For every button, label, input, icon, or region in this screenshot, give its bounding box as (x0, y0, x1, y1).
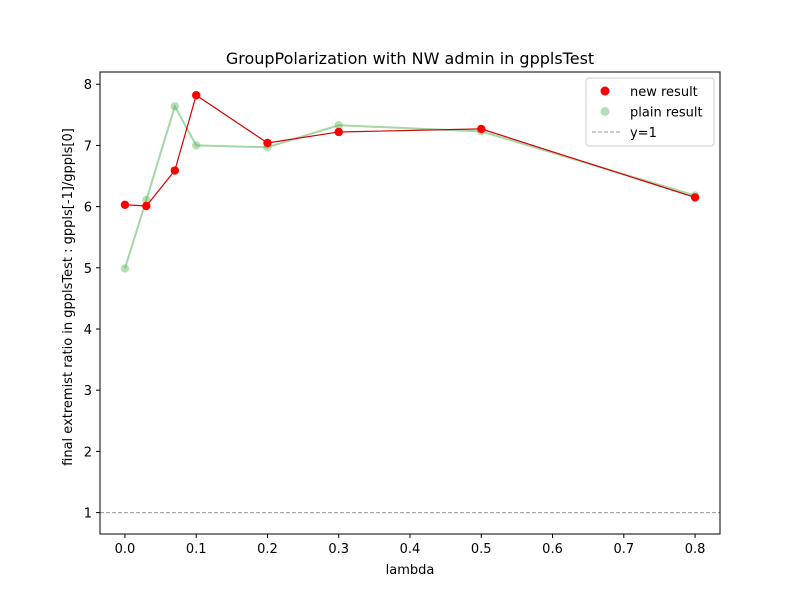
y-tick-label: 2 (84, 445, 92, 460)
new-result-point (170, 166, 180, 175)
y-tick-label: 7 (84, 139, 92, 154)
y-axis-label: final extremist ratio in gpplsTest : gpp… (61, 128, 76, 466)
chart-title: GroupPolarization with NW admin in gppls… (226, 49, 594, 68)
plain-result-point (120, 264, 130, 273)
y-tick-label: 3 (84, 384, 92, 399)
plot-area: 0.0 0.1 0.2 0.3 0.4 0.5 0.6 0.7 0.8 1 2 3 4 5 6 7 8 (84, 71, 721, 557)
x-tick-label: 0.2 (257, 542, 278, 557)
new-result-point (690, 193, 700, 202)
plain-result-line (123, 103, 696, 269)
new-result-point (334, 127, 343, 137)
x-tick-label: 0.6 (542, 542, 563, 557)
x-tick-label: 0.7 (613, 542, 634, 557)
y-tick-label: 6 (84, 201, 92, 216)
y-tick-label: 8 (84, 78, 92, 93)
x-tick-label: 0.1 (186, 542, 207, 557)
new-result-line (124, 94, 696, 207)
new-result-point (120, 200, 130, 209)
x-tick-label: 0.4 (400, 542, 421, 557)
x-tick-label: 0.3 (328, 542, 349, 557)
x-axis-label: lambda (386, 563, 435, 578)
legend-marker-new-result (600, 86, 610, 96)
x-tick-label: 0.8 (685, 542, 706, 557)
new-result-point (192, 91, 201, 100)
plain-result-point (142, 195, 151, 205)
new-result-point (142, 201, 151, 211)
legend: new result plain result y=1 (585, 77, 715, 147)
new-result-point (263, 138, 272, 148)
new-result-point (477, 124, 486, 134)
legend-label-new-result: new result (630, 85, 698, 100)
legend-label-reference: y=1 (630, 126, 657, 141)
legend-label-plain-result: plain result (630, 106, 703, 121)
legend-marker-plain-result (600, 107, 610, 116)
x-tick-label: 0.0 (115, 542, 136, 557)
y-tick-label: 1 (84, 507, 92, 522)
x-tick-label: 0.5 (471, 542, 492, 557)
y-tick-label: 4 (84, 323, 92, 338)
plain-result-point (170, 102, 180, 111)
plain-result-point (192, 141, 201, 150)
legend-box (585, 77, 715, 147)
y-tick-label: 5 (84, 262, 92, 277)
plain-result-point (334, 121, 343, 130)
